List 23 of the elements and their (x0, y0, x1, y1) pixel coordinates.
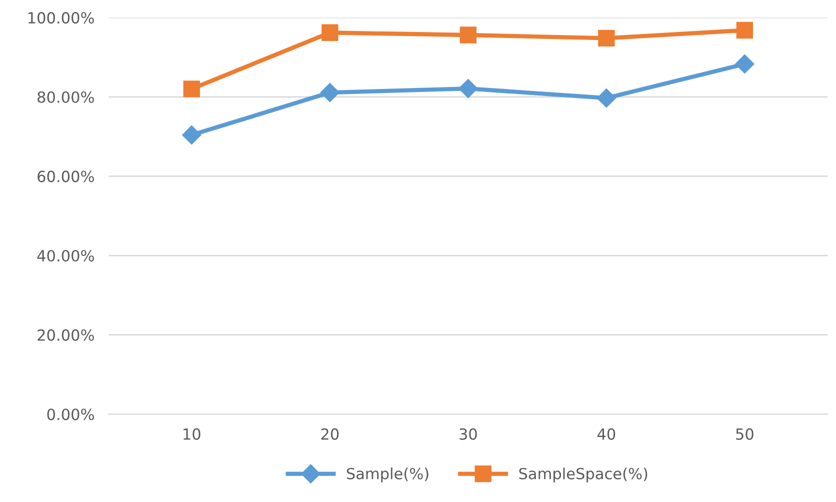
y-tick-label: 40.00% (37, 250, 94, 262)
y-tick-label: 80.00% (38, 91, 94, 103)
point (598, 30, 615, 47)
x-tick-label: 40 (597, 428, 616, 440)
point (322, 24, 338, 41)
x-tick-label: 20 (321, 428, 339, 440)
point (736, 22, 754, 39)
point (596, 88, 616, 108)
point (182, 125, 202, 144)
legend-label: SampleSpace(%) (519, 468, 648, 482)
point (735, 54, 754, 74)
y-tick-label: 100.00% (28, 12, 94, 24)
legend-label: Sample(%) (346, 468, 428, 482)
y-tick-label: 60.00% (38, 170, 94, 182)
x-tick-label: 30 (460, 428, 477, 440)
y-tick-label: 20.00% (38, 329, 94, 341)
x-tick-label: 10 (184, 428, 200, 440)
point (460, 26, 476, 44)
point (183, 80, 200, 98)
point (458, 79, 478, 98)
y-tick-label: 0.00% (47, 408, 94, 420)
x-tick-label: 50 (736, 428, 754, 440)
point (320, 82, 340, 102)
